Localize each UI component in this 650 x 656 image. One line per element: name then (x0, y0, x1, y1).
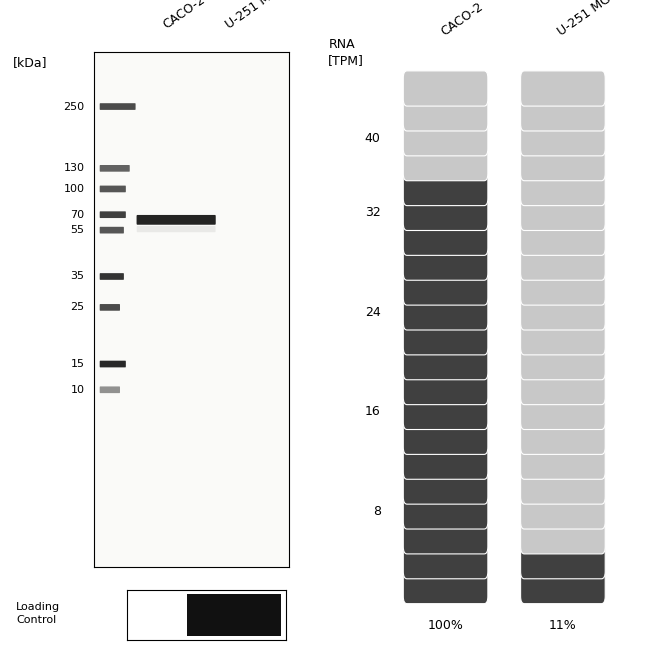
FancyBboxPatch shape (521, 569, 605, 604)
FancyBboxPatch shape (521, 146, 605, 180)
FancyBboxPatch shape (403, 319, 488, 355)
FancyBboxPatch shape (403, 394, 488, 430)
FancyBboxPatch shape (403, 544, 488, 579)
FancyBboxPatch shape (187, 594, 281, 636)
FancyBboxPatch shape (136, 226, 216, 232)
Text: 130: 130 (64, 163, 84, 173)
FancyBboxPatch shape (403, 469, 488, 504)
FancyBboxPatch shape (521, 444, 605, 480)
FancyBboxPatch shape (403, 171, 488, 205)
FancyBboxPatch shape (521, 245, 605, 280)
FancyBboxPatch shape (99, 273, 124, 280)
Text: 250: 250 (64, 102, 84, 112)
Text: RNA
[TPM]: RNA [TPM] (328, 38, 364, 67)
FancyBboxPatch shape (521, 319, 605, 355)
FancyBboxPatch shape (99, 361, 126, 367)
Text: Loading
Control: Loading Control (16, 602, 60, 625)
Text: 25: 25 (70, 302, 84, 312)
Text: 100%: 100% (428, 619, 463, 632)
FancyBboxPatch shape (403, 220, 488, 255)
Text: CACO-2: CACO-2 (161, 0, 208, 32)
FancyBboxPatch shape (521, 494, 605, 529)
FancyBboxPatch shape (521, 220, 605, 255)
FancyBboxPatch shape (521, 96, 605, 131)
Text: [kDa]: [kDa] (13, 56, 47, 69)
Text: 8: 8 (372, 505, 381, 518)
FancyBboxPatch shape (521, 369, 605, 405)
Text: Low: Low (205, 590, 229, 604)
FancyBboxPatch shape (403, 444, 488, 480)
Text: 32: 32 (365, 207, 381, 219)
FancyBboxPatch shape (403, 146, 488, 180)
FancyBboxPatch shape (403, 369, 488, 405)
FancyBboxPatch shape (403, 121, 488, 156)
FancyBboxPatch shape (521, 394, 605, 430)
FancyBboxPatch shape (99, 103, 136, 110)
Text: 15: 15 (70, 359, 84, 369)
Text: 70: 70 (70, 210, 84, 220)
Text: U-251 MG: U-251 MG (556, 0, 614, 38)
Text: 35: 35 (70, 272, 84, 281)
FancyBboxPatch shape (136, 215, 216, 225)
FancyBboxPatch shape (403, 270, 488, 305)
FancyBboxPatch shape (99, 304, 120, 311)
Text: 24: 24 (365, 306, 381, 319)
Text: 11%: 11% (549, 619, 577, 632)
FancyBboxPatch shape (99, 186, 126, 192)
FancyBboxPatch shape (99, 227, 124, 234)
Text: 10: 10 (70, 385, 84, 395)
Text: High: High (154, 590, 183, 604)
Text: 55: 55 (70, 225, 84, 235)
FancyBboxPatch shape (403, 195, 488, 230)
FancyBboxPatch shape (521, 344, 605, 380)
FancyBboxPatch shape (99, 211, 126, 218)
FancyBboxPatch shape (521, 171, 605, 205)
FancyBboxPatch shape (521, 519, 605, 554)
FancyBboxPatch shape (403, 245, 488, 280)
FancyBboxPatch shape (403, 519, 488, 554)
Text: 16: 16 (365, 405, 381, 419)
FancyBboxPatch shape (521, 71, 605, 106)
FancyBboxPatch shape (521, 270, 605, 305)
FancyBboxPatch shape (521, 121, 605, 156)
FancyBboxPatch shape (521, 469, 605, 504)
FancyBboxPatch shape (99, 165, 130, 172)
FancyBboxPatch shape (403, 96, 488, 131)
Text: CACO-2: CACO-2 (438, 0, 485, 38)
FancyBboxPatch shape (403, 71, 488, 106)
Text: U-251 MG: U-251 MG (224, 0, 281, 32)
FancyBboxPatch shape (521, 419, 605, 455)
FancyBboxPatch shape (403, 419, 488, 455)
FancyBboxPatch shape (99, 386, 120, 393)
FancyBboxPatch shape (521, 295, 605, 330)
FancyBboxPatch shape (403, 295, 488, 330)
Text: 100: 100 (64, 184, 84, 194)
FancyBboxPatch shape (403, 494, 488, 529)
Text: 40: 40 (365, 132, 381, 145)
FancyBboxPatch shape (521, 195, 605, 230)
FancyBboxPatch shape (403, 569, 488, 604)
FancyBboxPatch shape (521, 544, 605, 579)
FancyBboxPatch shape (403, 344, 488, 380)
